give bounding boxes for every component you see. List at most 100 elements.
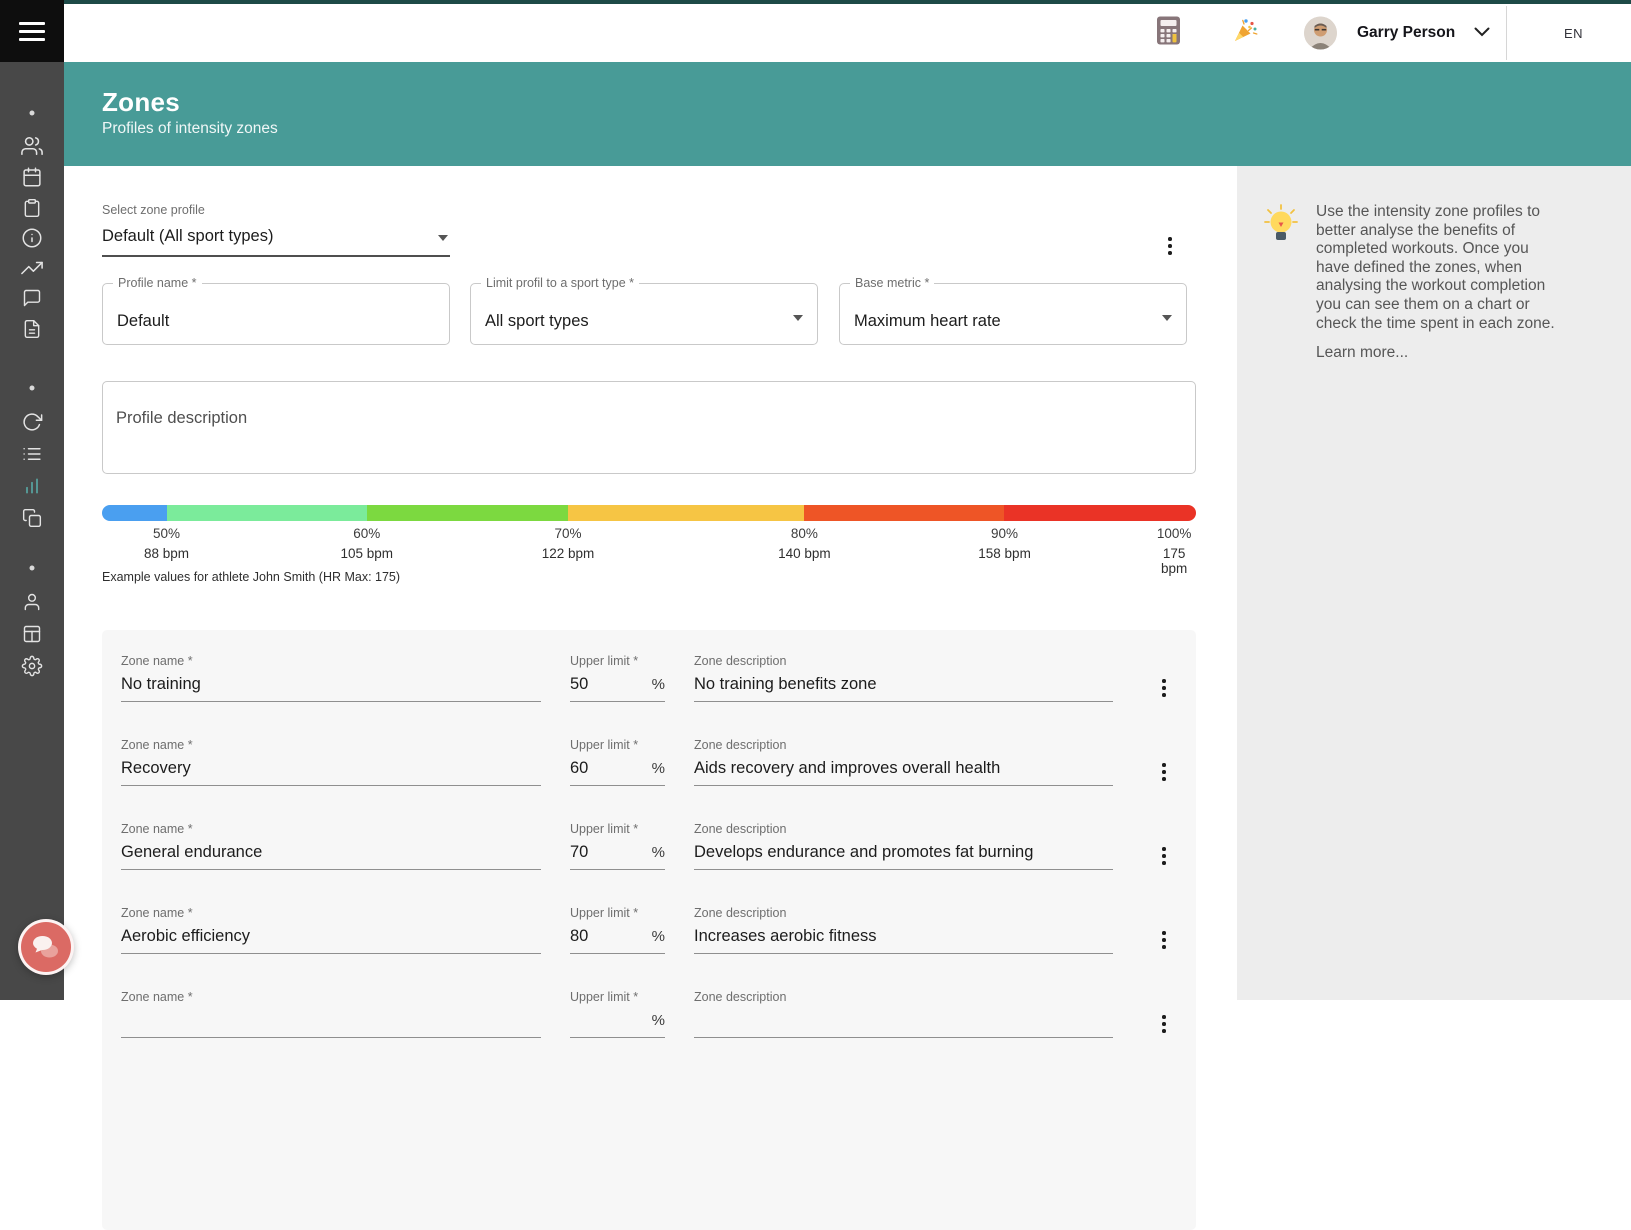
- zone-row-more-menu[interactable]: [1152, 760, 1176, 784]
- upper-limit-input[interactable]: [570, 1011, 625, 1030]
- chat-bubbles-icon: [33, 936, 58, 958]
- upper-limit-input[interactable]: [570, 675, 625, 694]
- zone-bar-tick: 60% 105 bpm: [340, 526, 394, 561]
- zone-name-input[interactable]: [121, 675, 541, 694]
- document-icon: [24, 319, 40, 339]
- percent-sign: %: [651, 676, 665, 693]
- sport-type-value: All sport types: [485, 312, 589, 330]
- sidebar-item-list[interactable]: [22, 444, 43, 465]
- zone-description-input[interactable]: [694, 675, 1113, 694]
- section-dot: [29, 565, 35, 571]
- message-icon: [23, 289, 41, 307]
- zone-bar-segment-1: [102, 505, 167, 521]
- info-icon: [22, 228, 42, 248]
- sport-type-select-field[interactable]: Limit profil to a sport type * All sport…: [470, 276, 818, 345]
- avatar[interactable]: [1304, 16, 1337, 50]
- example-values-note: Example values for athlete John Smith (H…: [102, 570, 401, 584]
- profile-name-field[interactable]: Profile name *: [102, 276, 450, 345]
- refresh-icon: [23, 413, 43, 431]
- zone-bar-tick: 100% 175 bpm: [1156, 526, 1192, 576]
- learn-more-link[interactable]: Learn more...: [1316, 344, 1409, 361]
- user-icon: [24, 593, 40, 611]
- zone-description-input[interactable]: [694, 843, 1113, 862]
- zone-row: Zone name * Upper limit * % Zone descrip…: [121, 906, 1176, 990]
- section-dot: [29, 110, 35, 116]
- base-metric-select-field[interactable]: Base metric * Maximum heart rate: [839, 276, 1187, 345]
- sidebar-item-settings[interactable]: [21, 655, 43, 677]
- zone-bar-segment-5: [804, 505, 1005, 521]
- zone-name-input[interactable]: [121, 759, 541, 778]
- sidebar-item-users[interactable]: [21, 135, 43, 157]
- zone-profile-select-label: Select zone profile: [102, 203, 205, 217]
- profile-description-input[interactable]: [103, 382, 1195, 473]
- sidebar-item-documents[interactable]: [22, 319, 42, 340]
- hamburger-icon: [19, 22, 45, 25]
- zones-list-card: Zone name * Upper limit * % Zone descrip…: [102, 630, 1196, 1230]
- profile-name-input[interactable]: [117, 312, 417, 331]
- user-name[interactable]: Garry Person: [1357, 24, 1456, 41]
- sidebar-item-statistics-active[interactable]: [22, 476, 42, 496]
- base-metric-label: Base metric *: [850, 276, 935, 290]
- zone-description-input[interactable]: [694, 927, 1113, 946]
- sidebar-item-messages[interactable]: [22, 288, 42, 308]
- chevron-down-icon[interactable]: [1474, 24, 1490, 42]
- zone-bar-ticks: 50% 88 bpm 60% 105 bpm 70% 122 bpm 80% 140 bpm 9…: [102, 526, 1196, 576]
- topbar-divider: [1506, 6, 1507, 60]
- sidebar-item-profile[interactable]: [22, 592, 42, 613]
- party-popper-icon[interactable]: [1232, 17, 1259, 49]
- page-header: Zones Profiles of intensity zones: [64, 62, 1631, 166]
- trending-up-icon: [21, 261, 43, 275]
- upper-limit-input[interactable]: [570, 759, 625, 778]
- bar-chart-icon: [26, 478, 38, 494]
- zone-description-input[interactable]: [694, 759, 1113, 778]
- zone-row-more-menu[interactable]: [1152, 676, 1176, 700]
- users-icon: [21, 136, 43, 156]
- upper-limit-input[interactable]: [570, 927, 625, 946]
- profile-more-menu[interactable]: [1158, 234, 1182, 258]
- zone-description-input[interactable]: [694, 1011, 1113, 1030]
- zone-name-input[interactable]: [121, 843, 541, 862]
- zone-row-more-menu[interactable]: [1152, 844, 1176, 868]
- zone-bar-segment-4: [568, 505, 805, 521]
- zone-profile-select-wrap: Select zone profile Default (All sport t…: [102, 203, 450, 257]
- zone-name-input[interactable]: [121, 1011, 541, 1030]
- sidebar: [0, 62, 64, 1000]
- zone-row: Zone name * Upper limit * % Zone descrip…: [121, 990, 1176, 1074]
- zone-name-input[interactable]: [121, 927, 541, 946]
- lightbulb-icon: [1262, 203, 1300, 252]
- upper-limit-label: Upper limit *: [570, 654, 639, 668]
- sidebar-item-copies[interactable]: [22, 508, 42, 528]
- dropdown-arrow-icon: [1162, 315, 1172, 321]
- clipboard-icon: [24, 198, 40, 218]
- zone-row-more-menu[interactable]: [1152, 1012, 1176, 1036]
- section-dot: [29, 385, 35, 391]
- topbar: Garry Person EN: [64, 4, 1631, 62]
- language-selector[interactable]: EN: [1563, 25, 1584, 41]
- sidebar-item-calendar[interactable]: [22, 167, 43, 188]
- sidebar-item-trends[interactable]: [21, 257, 43, 279]
- page-title: Zones: [102, 87, 181, 117]
- profile-description-field[interactable]: [102, 381, 1196, 474]
- sidebar-item-clipboard[interactable]: [22, 198, 42, 219]
- zone-profile-select-value: Default (All sport types): [102, 227, 274, 245]
- zone-row: Zone name * Upper limit * % Zone descrip…: [121, 738, 1176, 822]
- zone-row: Zone name * Upper limit * % Zone descrip…: [121, 822, 1176, 906]
- upper-limit-input[interactable]: [570, 843, 625, 862]
- zone-row-more-menu[interactable]: [1152, 928, 1176, 952]
- page-subtitle: Profiles of intensity zones: [102, 120, 278, 137]
- chat-launcher-button[interactable]: [18, 919, 74, 975]
- layout-icon: [23, 625, 41, 643]
- zone-intensity-bar: [102, 505, 1196, 521]
- dropdown-arrow-icon: [793, 315, 803, 321]
- calculator-icon[interactable]: [1156, 16, 1181, 50]
- zone-profile-select[interactable]: Default (All sport types): [102, 223, 450, 257]
- sidebar-item-layout[interactable]: [22, 624, 42, 644]
- hamburger-menu-button[interactable]: [0, 0, 64, 62]
- sidebar-item-info[interactable]: [22, 228, 43, 249]
- calendar-icon: [23, 167, 41, 187]
- sidebar-item-sync[interactable]: [22, 412, 43, 433]
- dropdown-arrow-icon: [438, 235, 448, 241]
- zone-bar-tick: 70% 122 bpm: [541, 526, 595, 561]
- copy-icon: [22, 508, 42, 528]
- zone-bar-tick: 90% 158 bpm: [978, 526, 1031, 561]
